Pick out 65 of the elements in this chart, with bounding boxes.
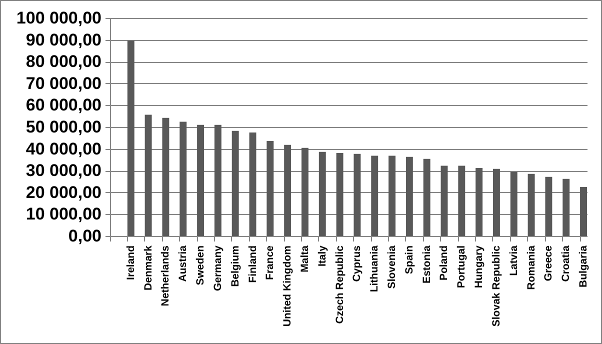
x-tick-label: Lithuania: [368, 245, 381, 292]
y-tick-label: 30 000,00: [26, 161, 102, 180]
bar: [180, 122, 187, 236]
bar: [301, 148, 308, 236]
x-tick-label: Italy: [316, 245, 328, 267]
x-tick-label: Romania: [525, 245, 538, 290]
x-tick-label: Greece: [542, 245, 555, 282]
bar: [528, 174, 535, 236]
x-tick-label: Netherlands: [160, 245, 172, 306]
x-tick-label: United Kingdom: [282, 246, 294, 327]
bar: [266, 140, 274, 236]
bar: [162, 118, 170, 236]
x-tick-label: Czech Republic: [334, 245, 346, 324]
y-tick-label: 20 000,00: [26, 182, 102, 202]
y-tick-label: 80 000,00: [26, 52, 102, 72]
bar: [492, 168, 500, 236]
bar: [580, 186, 587, 236]
bar: [214, 124, 222, 236]
bar: [440, 166, 448, 236]
bar: [476, 168, 483, 236]
bar: [249, 132, 256, 236]
y-tick-label: 50 000,00: [26, 118, 102, 136]
x-tick-label: Spain: [403, 246, 416, 274]
x-tick-label: Estonia: [420, 245, 433, 284]
x-tick-label: Malta: [298, 245, 311, 272]
x-tick-label: Latvia: [508, 245, 520, 276]
x-tick-label: Poland: [438, 246, 450, 281]
x-tick-label: Slovenia: [386, 245, 398, 289]
bar: [336, 152, 344, 236]
bar: [127, 40, 134, 236]
x-tick-label: Sweden: [194, 246, 207, 286]
x-tick-label: Hungary: [473, 245, 486, 288]
x-tick-label: Denmark: [142, 245, 154, 290]
y-tick-label: 40 000,00: [26, 139, 102, 158]
x-tick-label: Bulgaria: [578, 245, 590, 288]
x-tick-label: Finland: [246, 246, 259, 283]
y-tick-label: 90 000,00: [26, 30, 102, 50]
bar: [510, 172, 518, 236]
y-tick-label: 10 000,00: [26, 204, 102, 224]
y-tick-label: 0,00: [68, 226, 102, 246]
bar: [318, 152, 326, 236]
bar: [371, 156, 378, 236]
x-tick-label: Slovak Republic: [490, 245, 502, 327]
bar: [458, 166, 466, 236]
x-tick-label: Cyprus: [351, 245, 364, 282]
bar: [197, 124, 204, 236]
x-tick-label: Portugal: [456, 245, 468, 288]
y-tick-label: 70 000,00: [26, 74, 102, 93]
x-tick-label: France: [264, 245, 276, 280]
x-tick-label: Ireland: [124, 246, 137, 280]
bar: [545, 176, 552, 236]
bar: [406, 156, 413, 236]
bar: [423, 158, 430, 236]
bar: [284, 144, 292, 236]
bar: [232, 130, 239, 236]
x-tick-label: Germany: [212, 245, 224, 292]
x-tick-label: Belgium: [229, 246, 242, 287]
bar: [388, 156, 396, 236]
bar: [562, 178, 570, 236]
bar: [354, 154, 361, 236]
x-tick-label: Austria: [177, 245, 190, 282]
y-tick-label: 100 000,00: [16, 8, 102, 28]
x-tick-label: Croatia: [560, 245, 572, 282]
y-tick-label: 60 000,00: [26, 96, 102, 115]
bar: [144, 114, 152, 236]
